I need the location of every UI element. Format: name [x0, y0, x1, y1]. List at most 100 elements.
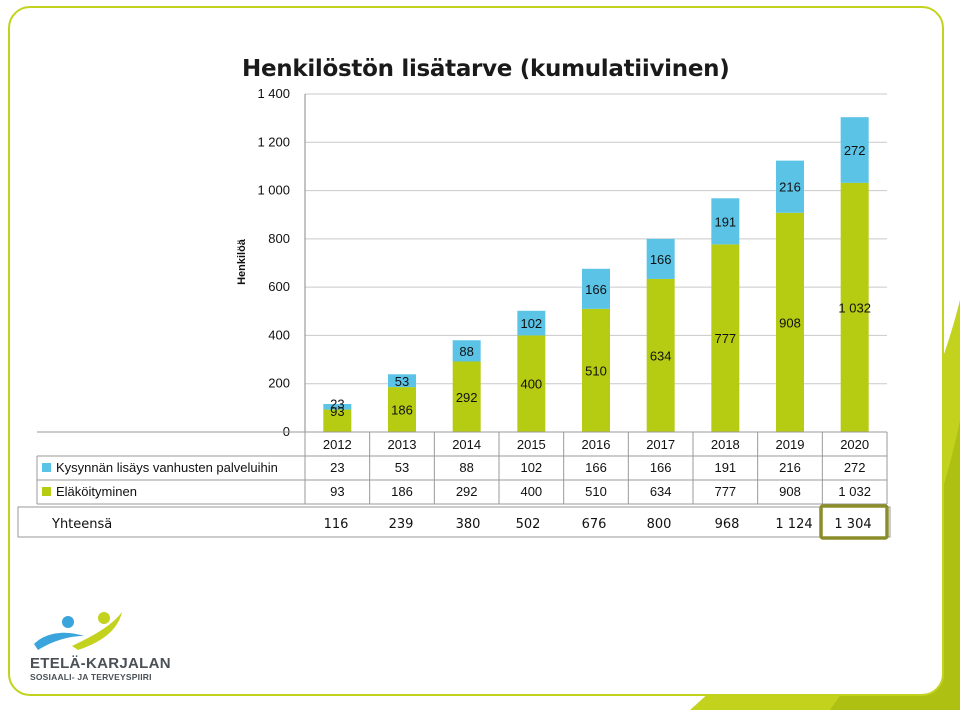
y-tick-label: 800	[268, 231, 290, 246]
logo-swoosh-green	[72, 612, 122, 650]
y-tick-label: 200	[268, 376, 290, 391]
data-label-kysynnan-lisays: 88	[459, 344, 473, 359]
logo-head-green	[98, 612, 110, 624]
y-tick-label: 1 400	[257, 86, 290, 101]
data-label-kysynnan-lisays: 216	[779, 180, 801, 195]
bar-segment-elakoityminen	[840, 182, 869, 432]
total-value: 380	[456, 517, 481, 532]
table-cell: 23	[330, 460, 344, 475]
bar-segment-kysynnan-lisays	[582, 268, 610, 309]
legend-swatch	[42, 487, 51, 496]
table-cell: 908	[779, 484, 801, 499]
totals-row: Yhteensä 116 239 380 502 676 800 968 1 124 1 304	[17, 504, 891, 540]
data-label-kysynnan-lisays: 191	[714, 214, 736, 229]
data-label-elakoityminen: 510	[585, 363, 607, 378]
logo-name: ETELÄ-KARJALAN	[30, 655, 171, 672]
table-cell: 777	[714, 484, 736, 499]
bar-segment-kysynnan-lisays	[840, 117, 869, 183]
table-cell: 53	[395, 460, 409, 475]
table-cell: 186	[391, 484, 413, 499]
totals-row-border	[17, 506, 891, 538]
bar-segment-kysynnan-lisays	[646, 238, 675, 279]
total-value: 1 124	[775, 517, 812, 532]
table-cell: 292	[456, 484, 478, 499]
bar-segment-elakoityminen	[711, 244, 740, 432]
data-label-kysynnan-lisays: 23	[330, 397, 344, 412]
x-tick-label: 2018	[711, 437, 740, 452]
table-cell: 191	[714, 460, 736, 475]
table-cell: 1 032	[838, 484, 871, 499]
table-cell: 88	[459, 460, 473, 475]
total-value: 239	[389, 517, 414, 532]
x-tick-label: 2017	[646, 437, 675, 452]
data-table: 2012 2013 2014 2015 2016 2017 2018 2019 2020 Kysy…	[36, 431, 888, 505]
bar-segment-elakoityminen	[452, 361, 481, 432]
data-label-kysynnan-lisays: 102	[520, 316, 542, 331]
y-tick-label: 400	[268, 327, 290, 342]
x-tick-label: 2015	[517, 437, 546, 452]
bar-segment-elakoityminen	[776, 212, 804, 432]
data-label-elakoityminen: 400	[520, 377, 542, 392]
bar-segment-kysynnan-lisays	[517, 310, 546, 336]
total-value: 1 304	[834, 517, 871, 532]
data-label-kysynnan-lisays: 272	[844, 143, 866, 158]
table-cell: 166	[650, 460, 672, 475]
bar-segment-kysynnan-lisays	[323, 403, 352, 410]
y-tick-label: 1 200	[257, 134, 290, 149]
bar-segment-elakoityminen	[323, 409, 352, 432]
logo-head-blue	[62, 616, 74, 628]
total-value: 800	[647, 517, 672, 532]
data-label-elakoityminen: 186	[391, 403, 413, 418]
data-label-elakoityminen: 634	[650, 348, 672, 363]
table-cell: 93	[330, 484, 344, 499]
bar-segment-kysynnan-lisays	[452, 340, 481, 362]
chart-title: Henkilöstön lisätarve (kumulatiivinen)	[242, 56, 730, 82]
totals-label: Yhteensä	[51, 517, 112, 532]
x-tick-label: 2012	[323, 437, 352, 452]
data-label-elakoityminen: 777	[714, 331, 736, 346]
bar-segment-kysynnan-lisays	[388, 374, 416, 388]
y-tick-label: 1 000	[257, 183, 290, 198]
table-cell: 166	[585, 460, 607, 475]
highlight-box	[819, 504, 889, 540]
table-cell: 272	[844, 460, 866, 475]
y-axis-label: Henkilöä	[236, 238, 248, 285]
bar-segment-elakoityminen	[582, 308, 610, 432]
legend-entry: Eläköityminen	[56, 484, 137, 499]
x-tick-label: 2013	[388, 437, 417, 452]
table-cell: 510	[585, 484, 607, 499]
data-label-elakoityminen: 93	[330, 404, 344, 419]
legend-entry: Kysynnän lisäys vanhusten palveluihin	[56, 460, 278, 475]
x-tick-label: 2019	[776, 437, 805, 452]
legend-swatch	[42, 463, 51, 472]
total-value: 116	[324, 517, 349, 532]
data-label-kysynnan-lisays: 53	[395, 374, 409, 389]
bar-segment-kysynnan-lisays	[776, 160, 804, 213]
x-tick-label: 2016	[582, 437, 611, 452]
logo-icon	[34, 612, 122, 650]
data-label-elakoityminen: 292	[456, 390, 478, 405]
table-cell: 216	[779, 460, 801, 475]
bar-segment-kysynnan-lisays	[711, 198, 740, 245]
table-cell: 400	[520, 484, 542, 499]
table-cell: 102	[520, 460, 542, 475]
x-tick-label: 2020	[840, 437, 869, 452]
total-value: 676	[582, 517, 607, 532]
bar-segment-elakoityminen	[517, 335, 546, 432]
logo-swoosh-blue	[34, 632, 84, 650]
total-value: 502	[516, 517, 541, 532]
bar-segment-elakoityminen	[388, 387, 416, 432]
data-label-kysynnan-lisays: 166	[585, 282, 607, 297]
x-tick-label: 2014	[452, 437, 481, 452]
y-tick-label: 600	[268, 279, 290, 294]
data-label-kysynnan-lisays: 166	[650, 252, 672, 267]
bar-segment-elakoityminen	[646, 278, 675, 432]
logo-subtitle: SOSIAALI- JA TERVEYSPIIRI	[30, 672, 152, 682]
data-label-elakoityminen: 908	[779, 315, 801, 330]
data-label-elakoityminen: 1 032	[838, 300, 871, 315]
total-value: 968	[715, 517, 740, 532]
table-cell: 634	[650, 484, 672, 499]
